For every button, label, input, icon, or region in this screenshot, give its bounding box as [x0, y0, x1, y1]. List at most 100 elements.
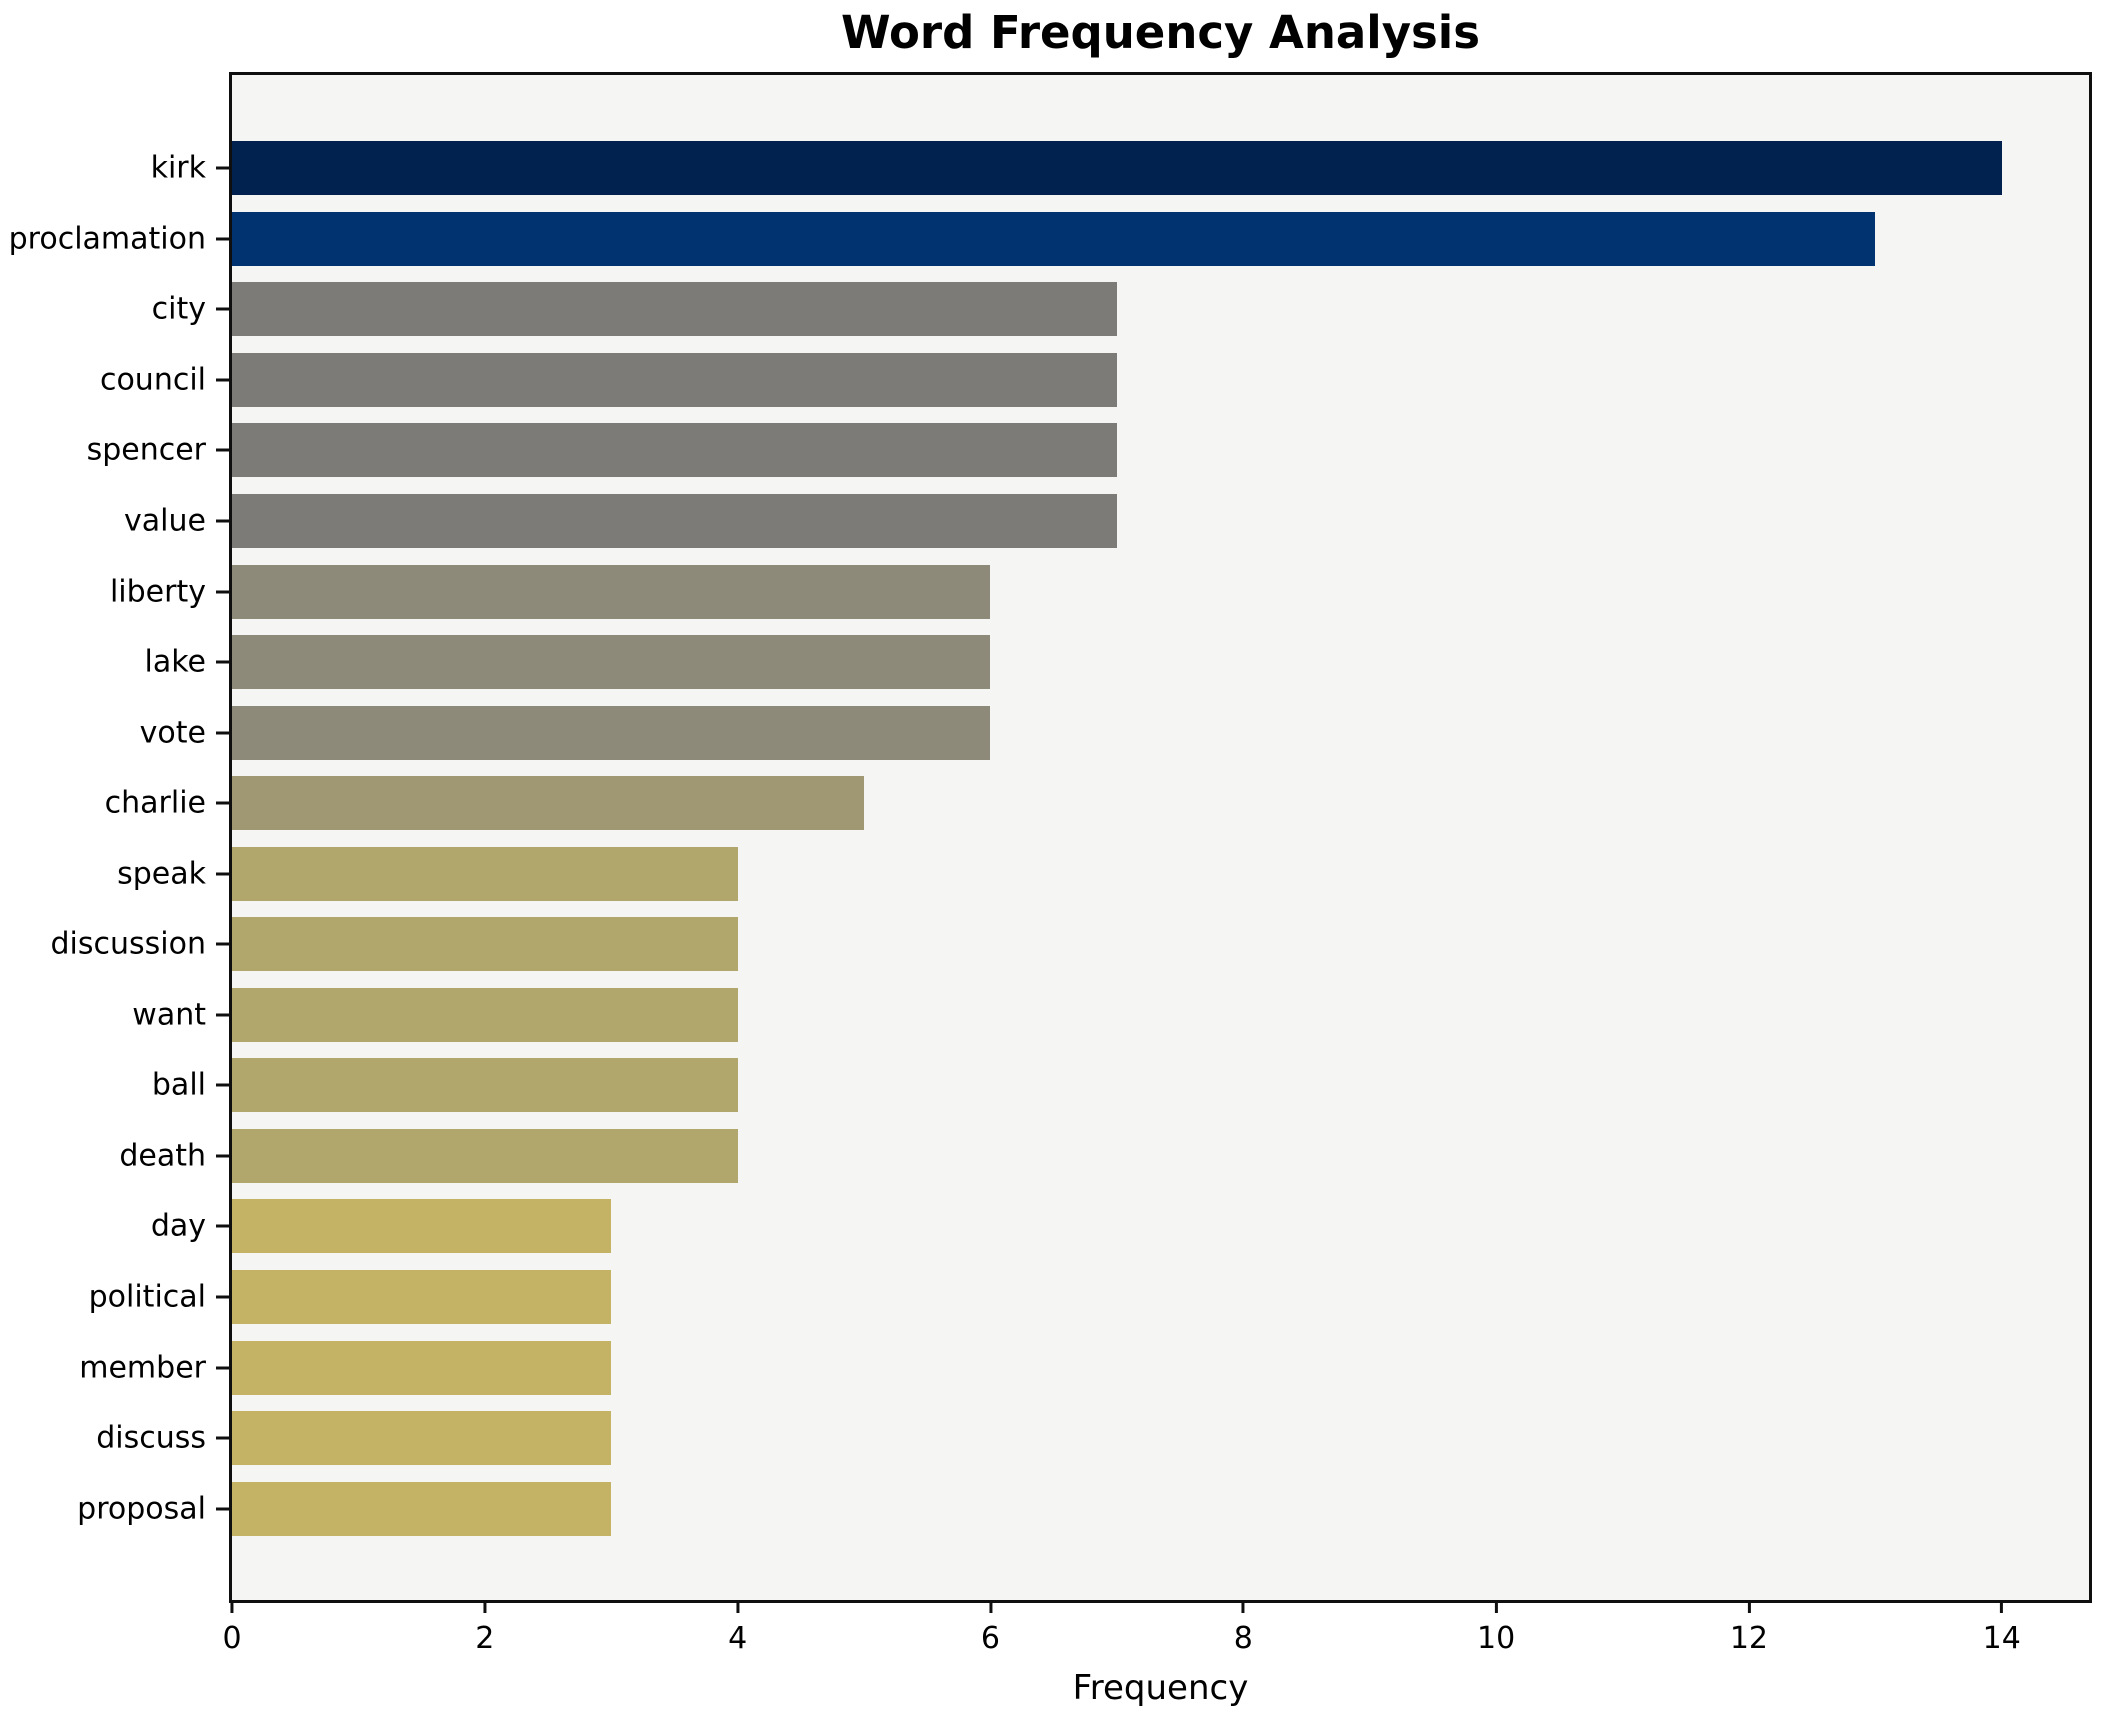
frequency-bar: [232, 1199, 612, 1254]
frequency-bar: [232, 1270, 612, 1325]
y-tick-label: proclamation: [8, 221, 206, 257]
y-tick-mark: [216, 1224, 229, 1228]
frequency-bar: [232, 1340, 612, 1395]
frequency-bar: [232, 1128, 738, 1183]
bar-row: proclamation: [9, 204, 2089, 275]
x-tick-mark: [736, 1600, 740, 1613]
y-tick-mark: [216, 801, 229, 805]
y-tick-label: day: [150, 1208, 206, 1244]
bar-row: kirk: [151, 133, 2089, 204]
x-tick-mark: [1747, 1600, 1751, 1613]
y-tick-label: charlie: [104, 785, 206, 821]
bar-row: charlie: [105, 768, 2089, 839]
x-tick: 0: [222, 1600, 242, 1656]
bar-row: lake: [145, 627, 2089, 698]
x-tick-label: 10: [1477, 1621, 1516, 1656]
x-tick: 4: [728, 1600, 747, 1656]
frequency-bar: [232, 917, 738, 972]
bar-row: liberty: [110, 556, 2089, 627]
bar-row: vote: [140, 697, 2089, 768]
y-tick-label: political: [88, 1279, 206, 1315]
x-tick-mark: [1241, 1600, 1245, 1613]
plot-area: kirk proclamation city council spencer v…: [9, 72, 2092, 1656]
y-tick-mark: [216, 942, 229, 946]
y-tick-label: council: [99, 362, 206, 398]
y-tick-mark: [216, 448, 229, 452]
y-tick-mark: [216, 237, 229, 241]
y-tick-label: death: [119, 1138, 206, 1174]
y-tick-mark: [216, 307, 229, 311]
frequency-bar: [232, 1411, 612, 1466]
y-tick-label: spencer: [86, 432, 206, 468]
y-tick-mark: [216, 1436, 229, 1440]
x-tick-label: 2: [475, 1621, 495, 1656]
x-tick-mark: [2000, 1600, 2004, 1613]
x-axis-label: Frequency: [1072, 1668, 1249, 1708]
frequency-bar: [232, 494, 1117, 548]
x-tick: 12: [1730, 1600, 1768, 1656]
y-tick-label: discuss: [96, 1420, 206, 1456]
bar-row: value: [124, 486, 2089, 557]
x-tick-mark: [988, 1600, 992, 1613]
y-tick-mark: [216, 166, 229, 170]
bar-row: spencer: [87, 415, 2089, 486]
x-tick: 10: [1477, 1600, 1515, 1656]
bar-row: political: [89, 1262, 2089, 1333]
y-tick-label: value: [124, 503, 206, 539]
bar-row: proposal: [77, 1473, 2089, 1544]
y-tick-mark: [216, 660, 229, 664]
y-tick-label: want: [132, 997, 206, 1033]
y-tick-mark: [216, 590, 229, 594]
frequency-bar: [232, 282, 1117, 337]
y-tick-label: liberty: [109, 574, 206, 610]
y-tick-mark: [216, 1083, 229, 1087]
frequency-bar: [232, 846, 738, 901]
x-tick: 8: [1234, 1600, 1253, 1656]
y-tick-label: discussion: [50, 926, 206, 962]
chart-title: Word Frequency Analysis: [840, 6, 1481, 59]
frequency-bar: [232, 987, 738, 1042]
y-tick-label: kirk: [150, 150, 206, 186]
bar-row: want: [132, 980, 2089, 1051]
y-tick-label: proposal: [77, 1491, 206, 1527]
frequency-bar: [232, 211, 1876, 266]
bars-container: kirk proclamation city council spencer v…: [9, 75, 2089, 1600]
x-tick-label: 4: [728, 1621, 748, 1656]
bar-row: ball: [152, 1050, 2089, 1121]
bar-row: death: [119, 1121, 2089, 1192]
frequency-bar: [232, 423, 1117, 478]
y-tick-mark: [216, 1507, 229, 1511]
y-tick-mark: [216, 1013, 229, 1017]
y-tick-mark: [216, 378, 229, 382]
x-tick-mark: [483, 1600, 487, 1613]
x-tick-label: 0: [222, 1621, 242, 1656]
y-tick-label: lake: [144, 644, 206, 680]
y-tick-label: city: [151, 291, 206, 327]
y-tick-label: ball: [151, 1067, 206, 1103]
frequency-bar: [232, 1481, 612, 1536]
x-tick: 6: [981, 1600, 1000, 1656]
x-tick-label: 12: [1729, 1621, 1769, 1656]
x-tick-mark: [1494, 1600, 1498, 1613]
bar-row: council: [100, 345, 2089, 416]
y-tick-mark: [216, 1295, 229, 1299]
y-tick-mark: [216, 1366, 229, 1370]
frequency-bar: [232, 564, 991, 619]
y-tick-label: member: [79, 1350, 206, 1386]
frequency-bar: [232, 352, 1117, 407]
x-tick-mark: [230, 1600, 234, 1613]
frequency-bar: [232, 1058, 738, 1113]
frequency-bar: [232, 141, 2002, 196]
y-tick-mark: [216, 872, 229, 876]
y-tick-label: vote: [139, 715, 206, 751]
x-tick-label: 6: [980, 1621, 1001, 1656]
bar-row: city: [152, 274, 2089, 345]
frequency-bar: [232, 705, 991, 760]
y-tick-mark: [216, 519, 229, 523]
y-tick-mark: [216, 1154, 229, 1158]
x-tick: 14: [1983, 1600, 2021, 1656]
x-tick-label: 8: [1233, 1621, 1253, 1656]
frequency-bar: [232, 635, 991, 690]
y-tick-mark: [216, 731, 229, 735]
